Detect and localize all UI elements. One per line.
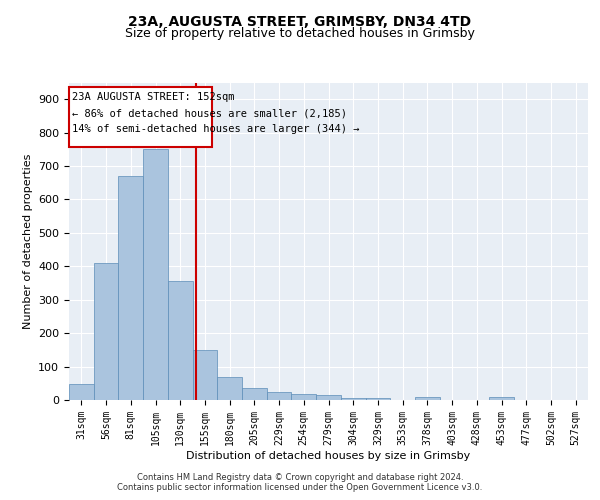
Text: ← 86% of detached houses are smaller (2,185): ← 86% of detached houses are smaller (2,… <box>72 109 347 119</box>
Y-axis label: Number of detached properties: Number of detached properties <box>23 154 32 329</box>
Bar <box>143 150 168 400</box>
Bar <box>217 376 242 400</box>
Text: 23A, AUGUSTA STREET, GRIMSBY, DN34 4TD: 23A, AUGUSTA STREET, GRIMSBY, DN34 4TD <box>128 15 472 29</box>
Bar <box>193 350 217 400</box>
Text: Contains HM Land Registry data © Crown copyright and database right 2024.
Contai: Contains HM Land Registry data © Crown c… <box>118 473 482 492</box>
Bar <box>118 176 143 400</box>
Bar <box>168 282 193 400</box>
X-axis label: Distribution of detached houses by size in Grimsby: Distribution of detached houses by size … <box>187 450 470 460</box>
Bar <box>292 394 316 400</box>
Bar <box>489 398 514 400</box>
FancyBboxPatch shape <box>70 87 212 146</box>
Bar <box>341 398 365 400</box>
Bar <box>69 384 94 400</box>
Bar <box>242 388 267 400</box>
Text: 23A AUGUSTA STREET: 152sqm: 23A AUGUSTA STREET: 152sqm <box>72 92 235 102</box>
Text: Size of property relative to detached houses in Grimsby: Size of property relative to detached ho… <box>125 28 475 40</box>
Bar <box>415 398 440 400</box>
Bar <box>316 395 341 400</box>
Bar <box>94 263 118 400</box>
Bar <box>365 398 390 400</box>
Bar <box>267 392 292 400</box>
Text: 14% of semi-detached houses are larger (344) →: 14% of semi-detached houses are larger (… <box>72 124 359 134</box>
